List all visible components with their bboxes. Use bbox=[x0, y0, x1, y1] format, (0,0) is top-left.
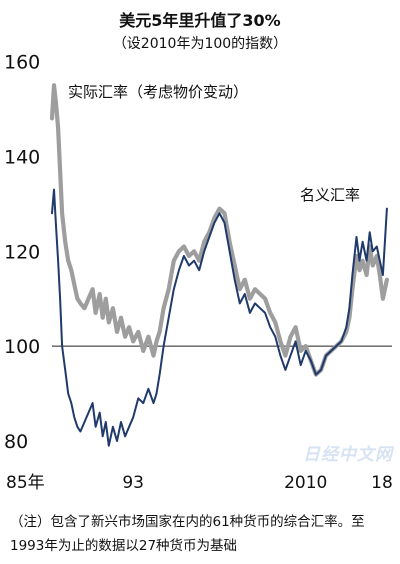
x-axis: 85年 93 2010 18 bbox=[6, 473, 393, 493]
y-axis: 160 140 120 100 80 bbox=[4, 51, 40, 453]
y-tick-label: 160 bbox=[4, 51, 40, 73]
y-tick-label: 140 bbox=[4, 146, 40, 168]
series-line-real-rate bbox=[49, 83, 389, 377]
y-tick-label: 80 bbox=[4, 431, 28, 453]
x-tick-label: 93 bbox=[122, 473, 144, 493]
x-tick-label: 2010 bbox=[284, 473, 327, 493]
series-line-nominal-rate bbox=[51, 188, 388, 447]
y-tick-label: 120 bbox=[4, 241, 40, 263]
footnote: （注）包含了新兴市场国家在内的61种货币的综合汇率。至1993年为止的数据以27… bbox=[10, 514, 365, 554]
annotation-nominal-rate: 名义汇率 bbox=[300, 186, 360, 204]
series-lines bbox=[49, 83, 389, 447]
chart-title: 美元5年里升值了30% bbox=[119, 11, 281, 30]
watermark-text: 日经中文网 bbox=[303, 445, 393, 465]
x-tick-label: 85年 bbox=[6, 473, 45, 493]
x-tick-label: 18 bbox=[371, 473, 393, 493]
y-tick-label: 100 bbox=[4, 336, 40, 358]
chart-subtitle: （设2010年为100的指数） bbox=[112, 36, 288, 52]
annotation-real-rate: 实际汇率（考虑物价变动） bbox=[68, 83, 248, 101]
